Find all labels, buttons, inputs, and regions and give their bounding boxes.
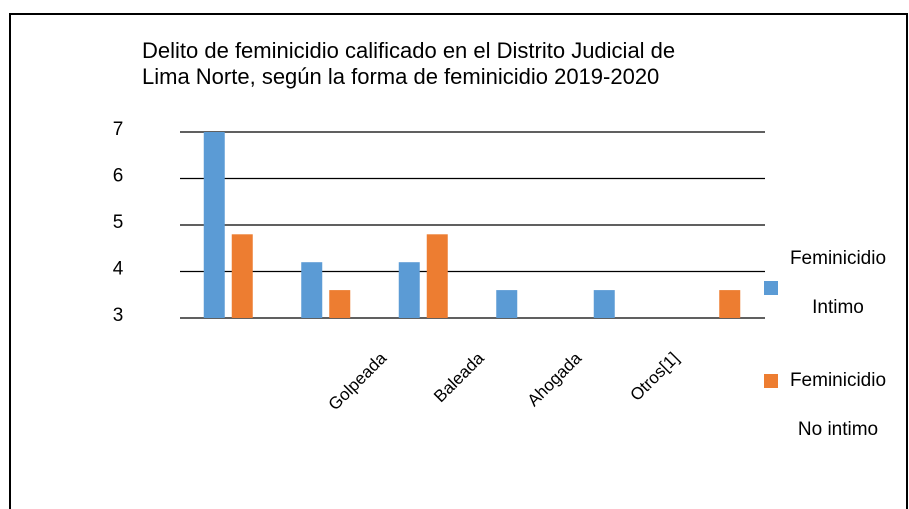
y-tick-label: 6 bbox=[113, 166, 124, 187]
legend-swatch bbox=[764, 374, 778, 388]
bar bbox=[593, 290, 615, 318]
legend-label: Feminicidio Intimo bbox=[789, 248, 887, 318]
x-tick-label: Golpeada bbox=[325, 348, 391, 414]
y-tick-label: 3 bbox=[113, 305, 124, 326]
bar bbox=[398, 262, 420, 318]
y-tick-label: 7 bbox=[113, 119, 124, 140]
y-tick-label: 4 bbox=[113, 259, 124, 280]
legend-label: Feminicidio No intimo bbox=[789, 370, 887, 440]
x-tick-label: Baleada bbox=[430, 348, 488, 406]
legend-swatch bbox=[764, 281, 778, 295]
bar bbox=[426, 234, 448, 318]
title-line: Lima Norte, según la forma de feminicidi… bbox=[142, 64, 660, 89]
chart-title: Delito de feminicidio calificado en el D… bbox=[142, 38, 675, 90]
bar bbox=[496, 290, 518, 318]
x-tick-label: Ahogada bbox=[524, 348, 586, 410]
bar bbox=[719, 290, 741, 318]
frame bbox=[9, 13, 908, 509]
bar bbox=[301, 262, 323, 318]
bar bbox=[231, 234, 253, 318]
y-tick-label: 5 bbox=[113, 212, 124, 233]
bar bbox=[329, 290, 351, 318]
x-tick-label: Otros[1] bbox=[627, 349, 683, 405]
title-line: Delito de feminicidio calificado en el D… bbox=[142, 38, 676, 63]
bar bbox=[203, 132, 225, 318]
